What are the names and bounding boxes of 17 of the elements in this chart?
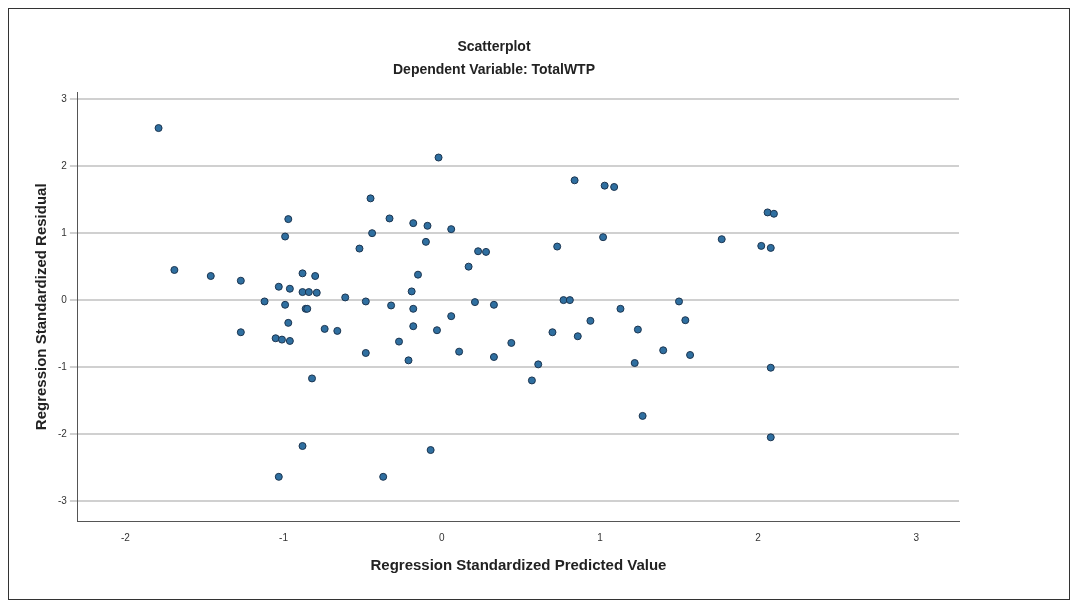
x-tick-label: -1 bbox=[279, 531, 289, 543]
x-axis-title: Regression Standardized Predicted Value bbox=[370, 556, 667, 574]
y-tick-label: -1 bbox=[57, 360, 68, 372]
x-tick-label: -2 bbox=[120, 531, 131, 543]
x-tick-label: 0 bbox=[438, 531, 445, 543]
y-tick-label: 2 bbox=[61, 159, 68, 171]
y-tick-label: 0 bbox=[61, 293, 68, 305]
y-tick-label: 1 bbox=[61, 226, 68, 238]
y-tick-label: 3 bbox=[61, 93, 68, 105]
chart-title: Scatterplot bbox=[457, 38, 531, 55]
x-tick-label: 3 bbox=[913, 531, 920, 543]
y-axis-title: Regression Standardized Residual bbox=[32, 183, 50, 431]
y-tick-label: -2 bbox=[57, 427, 68, 439]
x-tick-label: 1 bbox=[597, 531, 604, 543]
x-tick-label: 2 bbox=[755, 531, 762, 543]
chart-subtitle: Dependent Variable: TotalWTP bbox=[393, 61, 595, 78]
y-tick-label: -3 bbox=[57, 494, 68, 506]
